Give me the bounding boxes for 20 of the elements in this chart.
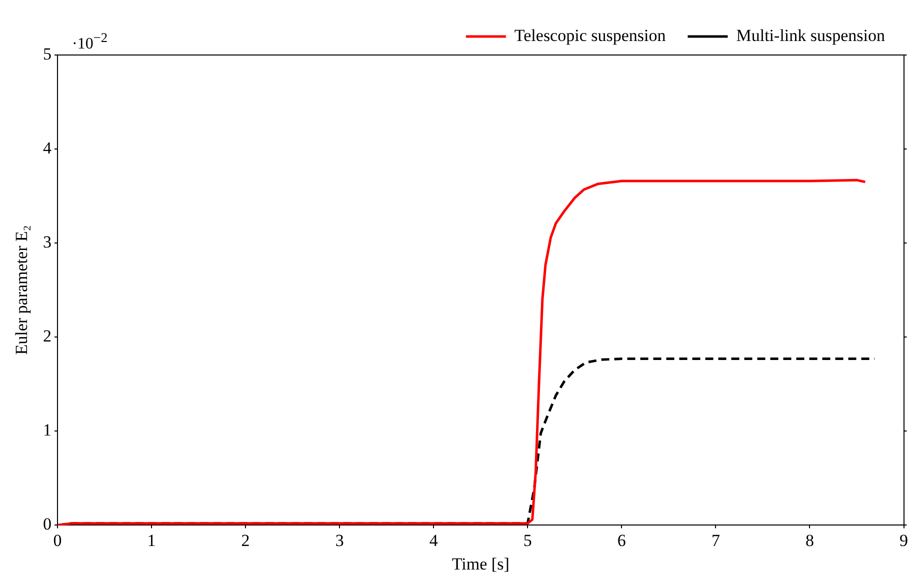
x-tick-label: 5 bbox=[523, 530, 532, 550]
x-tick-label: 9 bbox=[900, 530, 908, 550]
y-tick-label: 5 bbox=[43, 44, 52, 64]
x-tick-label: 2 bbox=[241, 530, 250, 550]
x-tick-label: 3 bbox=[335, 530, 344, 550]
x-tick-label: 1 bbox=[147, 530, 156, 550]
y-axis-title: Euler parameter E₂ bbox=[12, 225, 31, 355]
x-axis-title: Time [s] bbox=[452, 554, 510, 574]
y-tick-label: 1 bbox=[43, 420, 52, 440]
y-tick-label: 2 bbox=[43, 326, 52, 346]
y-tick-label: 3 bbox=[43, 232, 52, 252]
y-tick-label: 4 bbox=[43, 138, 52, 158]
x-tick-label: 6 bbox=[617, 530, 626, 550]
legend-label: Telescopic suspension bbox=[514, 26, 666, 45]
x-tick-label: 8 bbox=[805, 530, 814, 550]
y-tick-label: 0 bbox=[43, 514, 52, 534]
x-tick-label: 4 bbox=[429, 530, 438, 550]
text: ·10$^{−2}$ bbox=[72, 30, 108, 54]
legend-label: Multi-link suspension bbox=[736, 26, 886, 45]
x-tick-label: 7 bbox=[711, 530, 720, 550]
